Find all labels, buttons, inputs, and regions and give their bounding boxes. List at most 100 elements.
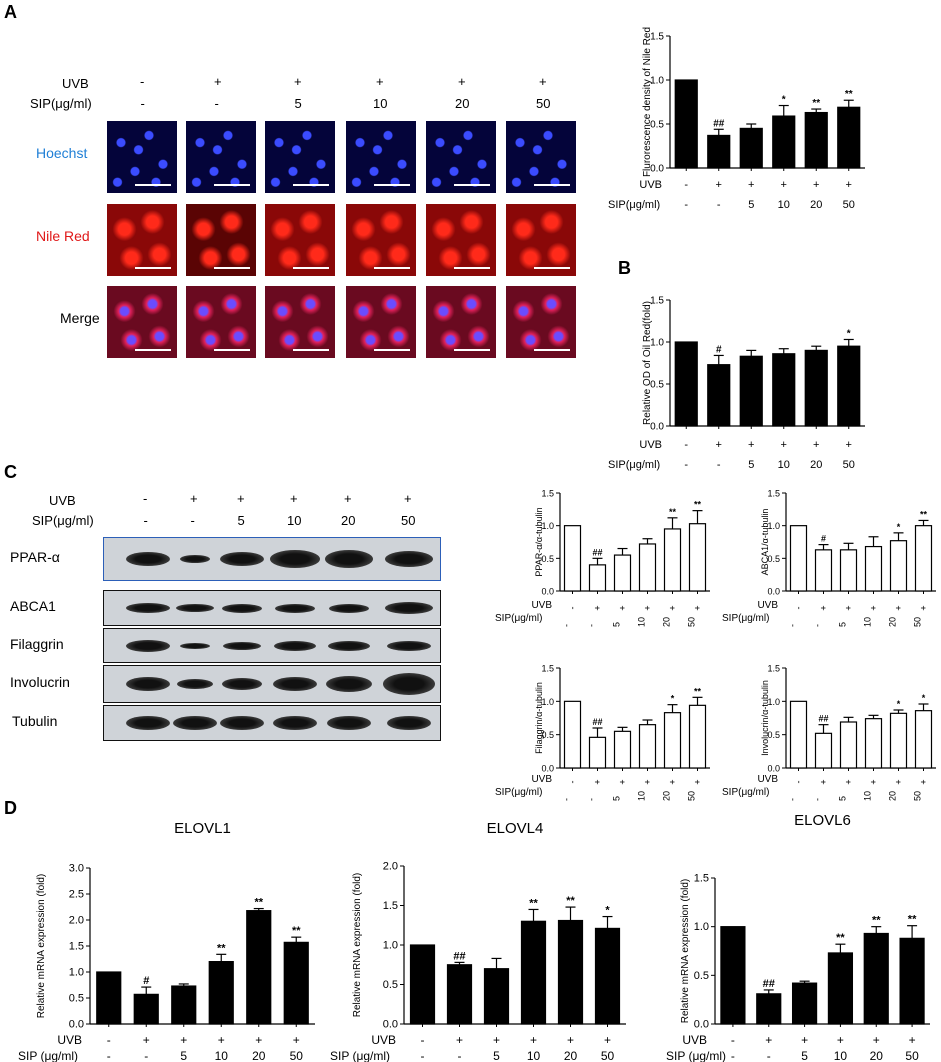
sip-value: 5 bbox=[612, 796, 622, 801]
significance-mark: ** bbox=[694, 686, 702, 696]
scale-bar bbox=[534, 349, 570, 351]
y-tick-label: 0.5 bbox=[767, 730, 780, 740]
bar bbox=[814, 732, 833, 769]
significance-mark: # bbox=[143, 975, 149, 987]
y-tick-label: 0.5 bbox=[69, 993, 84, 1005]
sip-value: 50 bbox=[843, 199, 855, 211]
y-tick-label: 0.5 bbox=[383, 979, 398, 991]
microscopy-image bbox=[186, 121, 256, 193]
y-axis-label: Relative mRNA expression (fold) bbox=[680, 879, 691, 1024]
y-tick-label: 1.0 bbox=[767, 521, 780, 531]
uvb-value: + bbox=[919, 779, 929, 784]
bar bbox=[837, 106, 861, 169]
sip-value: - bbox=[684, 199, 688, 211]
microscopy-image bbox=[186, 204, 256, 276]
scale-bar bbox=[534, 267, 570, 269]
uvb-value: + bbox=[693, 605, 703, 610]
sip-value: 50 bbox=[843, 459, 855, 471]
microscopy-row-label: Nile Red bbox=[36, 228, 90, 244]
bar bbox=[707, 134, 731, 169]
blot-label: Tubulin bbox=[12, 713, 58, 729]
sip-value: - bbox=[788, 798, 798, 801]
bar bbox=[674, 79, 698, 169]
sip-value: 20 bbox=[870, 1049, 884, 1062]
y-tick-label: 1.0 bbox=[541, 521, 554, 531]
sip-value: 20 bbox=[252, 1049, 266, 1062]
uvb-value: + bbox=[781, 439, 787, 451]
y-tick-label: 0.0 bbox=[383, 1019, 398, 1031]
sip-label: SIP(μg/ml) bbox=[495, 613, 542, 624]
uvb-value: + bbox=[801, 1033, 808, 1047]
sip-value: 10 bbox=[527, 1049, 541, 1062]
bar bbox=[520, 920, 547, 1025]
blot-strip bbox=[103, 705, 441, 741]
sip-value: 5 bbox=[838, 622, 848, 627]
uvb-label: UVB bbox=[531, 774, 552, 785]
sip-value: 50 bbox=[905, 1049, 919, 1062]
significance-mark: * bbox=[922, 693, 926, 703]
significance-mark: * bbox=[897, 522, 901, 532]
sip-value: - bbox=[684, 459, 688, 471]
sip-value: 10 bbox=[863, 617, 873, 627]
blot-label: Filaggrin bbox=[10, 635, 64, 652]
bar bbox=[638, 724, 657, 769]
blot-band bbox=[177, 679, 213, 689]
y-tick-label: 1.5 bbox=[650, 32, 664, 43]
uvb-value: + bbox=[819, 605, 829, 610]
scale-bar bbox=[374, 184, 410, 186]
uvb-value: + bbox=[844, 605, 854, 610]
bar bbox=[772, 115, 796, 169]
blot-band bbox=[222, 678, 262, 690]
bar bbox=[409, 944, 436, 1025]
sip-value: 20 bbox=[810, 459, 822, 471]
y-tick-label: 0.5 bbox=[767, 554, 780, 564]
sip-value: 50 bbox=[913, 617, 923, 627]
y-tick-label: 2.5 bbox=[69, 889, 84, 901]
y-tick-label: 1.5 bbox=[383, 900, 398, 912]
sip-label: SIP(μg/ml) bbox=[608, 459, 660, 471]
uvb-value: + bbox=[919, 605, 929, 610]
sip-value: - bbox=[813, 624, 823, 627]
sip-value: 10 bbox=[778, 459, 790, 471]
uvb-value: + bbox=[846, 439, 852, 451]
sip-value: 5 bbox=[801, 1049, 808, 1062]
y-axis-label: PPAR-α/α-tubulin bbox=[534, 507, 544, 576]
sip-value: 10 bbox=[863, 791, 873, 801]
scale-bar bbox=[135, 267, 171, 269]
sip-value: - bbox=[140, 96, 145, 111]
y-tick-label: 1.5 bbox=[767, 489, 780, 499]
sip-value: 5 bbox=[237, 513, 245, 528]
blot-band bbox=[387, 640, 431, 651]
scale-bar bbox=[374, 349, 410, 351]
uvb-value: + bbox=[237, 491, 245, 506]
significance-mark: ## bbox=[713, 118, 725, 129]
significance-mark: ** bbox=[812, 98, 820, 109]
bar bbox=[588, 564, 607, 592]
significance-mark: ** bbox=[694, 500, 702, 510]
y-tick-label: 0.5 bbox=[541, 730, 554, 740]
bar bbox=[246, 910, 272, 1025]
bar bbox=[789, 700, 808, 769]
sip-value: 5 bbox=[493, 1049, 500, 1062]
y-tick-label: 1.0 bbox=[650, 76, 664, 87]
sip-value: 5 bbox=[748, 459, 754, 471]
bar bbox=[837, 345, 861, 427]
uvb-value: + bbox=[748, 179, 754, 191]
blot-band bbox=[223, 641, 261, 650]
blot-band bbox=[270, 550, 320, 568]
bar bbox=[594, 927, 621, 1025]
uvb-value: + bbox=[604, 1033, 611, 1047]
uvb-value: + bbox=[869, 605, 879, 610]
uvb-value: - bbox=[140, 74, 145, 89]
blot-band bbox=[126, 677, 170, 691]
uvb-value: + bbox=[668, 779, 678, 784]
uvb-value: - bbox=[107, 1033, 111, 1047]
y-tick-label: 0.5 bbox=[694, 970, 709, 982]
significance-mark: ## bbox=[453, 950, 465, 962]
bar bbox=[563, 525, 582, 592]
scale-bar bbox=[214, 184, 250, 186]
blot-band bbox=[180, 642, 210, 649]
microscopy-row-label: Merge bbox=[60, 310, 100, 326]
bar bbox=[563, 700, 582, 769]
